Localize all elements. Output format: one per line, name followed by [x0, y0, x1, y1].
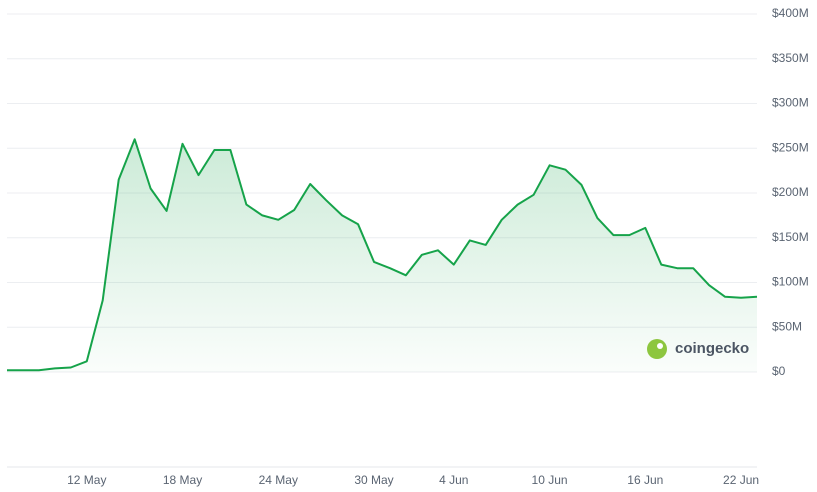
y-tick-label: $400M — [772, 6, 809, 20]
x-tick-label: 16 Jun — [627, 473, 663, 487]
y-tick-label: $0 — [772, 364, 786, 378]
x-tick-label: 10 Jun — [532, 473, 568, 487]
y-tick-label: $300M — [772, 96, 809, 110]
y-tick-label: $100M — [772, 275, 809, 289]
line — [7, 138, 758, 372]
logo-eye — [657, 343, 663, 349]
x-tick-label: 30 May — [354, 473, 393, 487]
y-tick-label: $150M — [772, 230, 809, 244]
watermark: coingecko — [675, 340, 749, 357]
y-tick-label: $250M — [772, 140, 809, 154]
x-tick-label: 12 May — [67, 473, 106, 487]
x-tick-label: 18 May — [163, 473, 202, 487]
y-tick-label: $350M — [772, 51, 809, 65]
x-tick-label: 22 Jun — [723, 473, 759, 487]
area — [7, 139, 757, 372]
logo — [647, 339, 667, 359]
x-tick-label: 24 May — [259, 473, 298, 487]
y-tick-label: $200M — [772, 185, 809, 199]
x-tick-label: 4 Jun — [439, 473, 468, 487]
y-tick-label: $50M — [772, 319, 802, 333]
